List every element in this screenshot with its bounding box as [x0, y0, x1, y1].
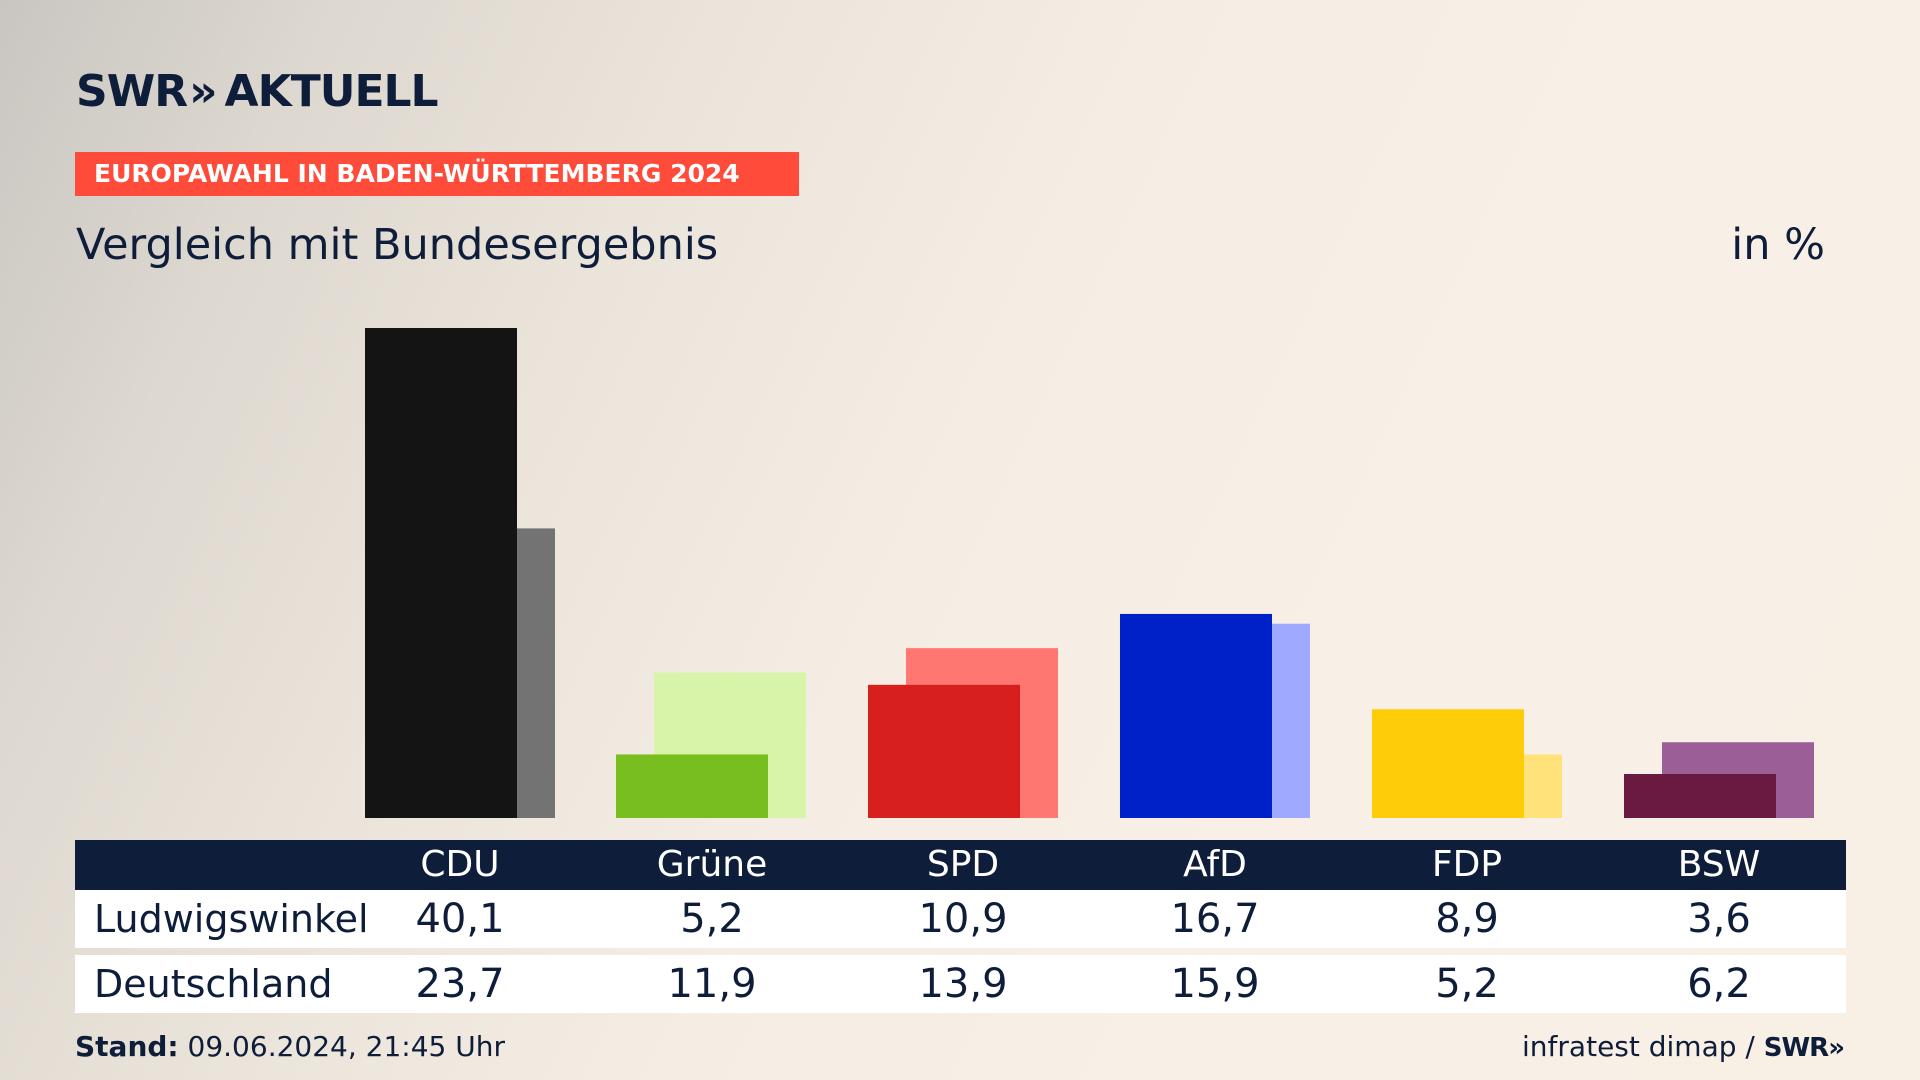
- table-cell: 10,9: [918, 896, 1008, 942]
- table-cell: 8,9: [1435, 896, 1499, 942]
- column-header: Grüne: [656, 844, 768, 885]
- table-cell: 16,7: [1170, 896, 1260, 942]
- bar-chart: [365, 328, 1814, 818]
- column-header: FDP: [1431, 844, 1503, 885]
- stand-value: 09.06.2024, 21:45 Uhr: [187, 1030, 505, 1063]
- stand-label: Stand:: [75, 1030, 179, 1063]
- table-row: Deutschland 23,7 11,9 13,9 15,9 5,2 6,2: [75, 955, 1846, 1013]
- row-label: Deutschland: [94, 962, 333, 1006]
- column-header: SPD: [926, 844, 1000, 885]
- bar-ludwigswinkel-fdp: [1372, 709, 1524, 818]
- table-cell: 3,6: [1687, 896, 1751, 942]
- bar-ludwigswinkel-grüne: [616, 754, 768, 818]
- swr-aktuell-logo: SWR» AKTUELL: [76, 66, 439, 117]
- table-cell: 40,1: [415, 896, 505, 942]
- chart-subtitle: Vergleich mit Bundesergebnis: [76, 220, 719, 270]
- logo-text: SWR: [76, 66, 188, 117]
- swr-mini-logo: SWR»: [1763, 1033, 1845, 1063]
- bar-ludwigswinkel-bsw: [1624, 774, 1776, 818]
- table-header-row: CDU Grüne SPD AfD FDP BSW: [75, 840, 1846, 890]
- column-header: BSW: [1677, 844, 1761, 885]
- column-header: CDU: [420, 844, 500, 885]
- table-cell: 5,2: [680, 896, 744, 942]
- timestamp: Stand: 09.06.2024, 21:45 Uhr: [75, 1030, 505, 1063]
- chevron-icon: »: [189, 66, 217, 117]
- table-cell: 11,9: [667, 961, 757, 1007]
- bar-ludwigswinkel-afd: [1120, 613, 1272, 818]
- bar-ludwigswinkel-spd: [868, 684, 1020, 818]
- table-cell: 6,2: [1687, 961, 1751, 1007]
- table-row: Ludwigswinkel 40,1 5,2 10,9 16,7 8,9 3,6: [75, 890, 1846, 948]
- source-credit: infratest dimap / SWR»: [1522, 1030, 1845, 1063]
- election-banner: EUROPAWAHL IN BADEN-WÜRTTEMBERG 2024: [75, 152, 799, 196]
- table-cell: 23,7: [415, 961, 505, 1007]
- table-cell: 15,9: [1170, 961, 1260, 1007]
- logo-suffix: AKTUELL: [224, 66, 439, 117]
- unit-label: in %: [1731, 220, 1825, 270]
- source-text: infratest dimap /: [1522, 1030, 1755, 1063]
- table-cell: 5,2: [1435, 961, 1499, 1007]
- column-header: AfD: [1183, 844, 1247, 885]
- results-table: CDU Grüne SPD AfD FDP BSW Ludwigswinkel 40,1 5…: [75, 840, 1846, 1013]
- row-label: Ludwigswinkel: [94, 897, 369, 941]
- table-cell: 13,9: [918, 961, 1008, 1007]
- bar-ludwigswinkel-cdu: [365, 328, 517, 818]
